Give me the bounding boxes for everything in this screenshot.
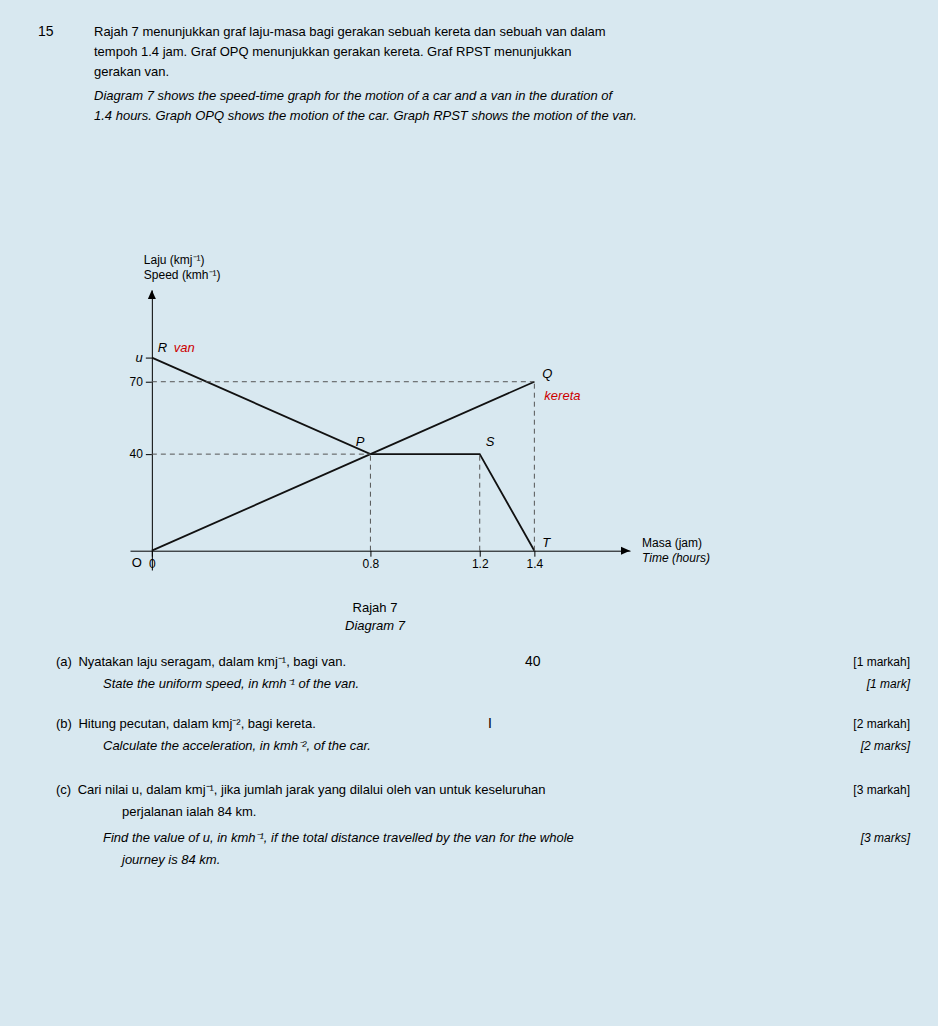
point-label: R — [158, 340, 167, 355]
reference-line — [370, 454, 371, 551]
y-tick: u — [136, 350, 152, 365]
question-english: State the uniform speed, in kmh⁻¹ of the… — [103, 676, 359, 691]
y-axis-line — [152, 291, 153, 571]
question-malay: (b) Hitung pecutan, dalam kmj⁻², bagi ke… — [56, 716, 316, 731]
point-label: T — [542, 535, 551, 550]
x-axis-title: Time (hours) — [642, 551, 710, 565]
y-arrowhead — [148, 290, 156, 299]
marks-malay: [1 markah] — [853, 655, 910, 669]
x-tick: 0.8 — [363, 551, 380, 572]
x-arrowhead — [621, 547, 630, 555]
series-line — [152, 358, 535, 551]
y-tick-mark — [146, 382, 152, 383]
y-axis: 40 70 u — [129, 291, 152, 571]
question-english: Find the value of u, in kmh⁻¹, if the to… — [103, 830, 574, 845]
point-label: S — [486, 434, 495, 449]
point-label: P — [356, 434, 365, 449]
x-axis-line — [131, 551, 631, 552]
x-tick-label: 0.8 — [363, 557, 380, 571]
question-english: Calculate the acceleration, in kmh⁻², of… — [103, 738, 371, 753]
series-line — [152, 382, 535, 551]
x-tick: 1.2 — [472, 551, 489, 572]
point-labels: O P Q R S Tvan kereta — [132, 340, 581, 570]
x-tick-mark — [534, 551, 535, 557]
marks-malay: [2 markah] — [853, 717, 910, 731]
y-tick-label: 40 — [129, 447, 143, 461]
marks-english: [3 marks] — [860, 831, 911, 845]
title: Rajah 7 — [353, 600, 398, 615]
x-axis: 00.81.21.4 — [131, 551, 631, 572]
annotation: van — [174, 340, 195, 355]
annotation: kereta — [544, 388, 580, 403]
y-axis-title: Speed (kmh⁻¹) — [144, 268, 221, 282]
y-tick: 70 — [129, 375, 151, 389]
y-tick-label: 70 — [129, 375, 143, 389]
x-tick: 1.4 — [527, 551, 544, 572]
subtitle: Diagram 7 — [345, 618, 406, 633]
answer: 40 — [525, 653, 541, 669]
point-label: Q — [542, 366, 552, 381]
plot-area — [152, 358, 535, 551]
questions: (a) Nyatakan laju seragam, dalam kmj⁻¹, … — [56, 653, 911, 867]
question-english: journey is 84 km. — [120, 852, 220, 867]
y-tick-label: u — [136, 350, 143, 365]
background — [0, 0, 938, 1026]
reference-line — [479, 454, 480, 551]
x-tick-label: 1.4 — [527, 557, 544, 571]
point-label: O — [132, 555, 142, 570]
intro-malay: gerakan van. — [94, 64, 169, 79]
reference-line — [152, 381, 535, 382]
x-tick-label: 1.2 — [472, 557, 489, 571]
reference-line — [534, 382, 535, 551]
marks-english: [1 mark] — [866, 677, 911, 691]
intro-malay: Rajah 7 menunjukkan graf laju-masa bagi … — [94, 24, 606, 39]
y-axis-title: Laju (kmj⁻¹) — [144, 253, 205, 267]
axis-titles: Laju (kmj⁻¹)Speed (kmh⁻¹) Masa (jam)Time … — [144, 253, 710, 565]
question-malay: (c) Cari nilai u, dalam kmj⁻¹, jika juml… — [56, 782, 546, 797]
intro-malay: tempoh 1.4 jam. Graf OPQ menunjukkan ger… — [94, 44, 571, 59]
marks-malay: [3 markah] — [853, 783, 910, 797]
y-tick: 40 — [129, 447, 151, 461]
y-tick-mark — [146, 358, 152, 359]
question-number: 15 — [38, 23, 54, 39]
intro-english: Diagram 7 shows the speed-time graph for… — [94, 88, 614, 103]
titles: Rajah 7 Diagram 7 — [345, 600, 406, 633]
marks-english: [2 marks] — [860, 739, 911, 753]
answer: I — [488, 715, 492, 731]
chart: 15 Rajah 7 menunjukkan graf laju-masa bag… — [0, 0, 938, 1026]
y-tick-mark — [146, 454, 152, 455]
reference-line — [152, 454, 371, 455]
x-tick-mark — [370, 551, 371, 557]
x-tick-mark — [480, 551, 481, 557]
header: 15 Rajah 7 menunjukkan graf laju-masa bag… — [38, 23, 637, 123]
question-malay: (a) Nyatakan laju seragam, dalam kmj⁻¹, … — [56, 654, 346, 669]
question-malay: perjalanan ialah 84 km. — [122, 804, 256, 819]
x-axis-title: Masa (jam) — [642, 536, 702, 550]
intro-english: 1.4 hours. Graph OPQ shows the motion of… — [94, 108, 637, 123]
